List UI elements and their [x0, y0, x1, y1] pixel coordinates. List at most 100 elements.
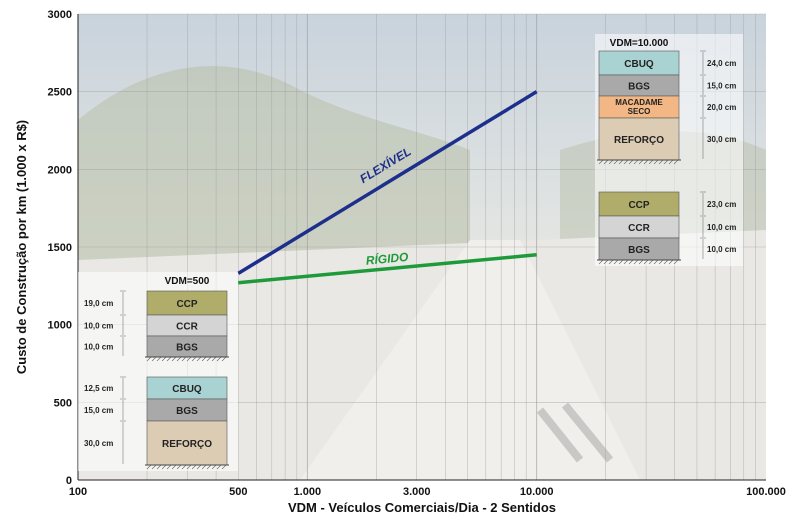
ground-hatch [608, 259, 614, 265]
layer-thickness: 12,5 cm [84, 384, 113, 393]
layer-thickness: 24,0 cm [707, 59, 736, 68]
ground-hatch [216, 356, 222, 362]
layer-label: BGS [176, 343, 198, 354]
ground-hatch [161, 356, 167, 362]
ground-hatch [156, 356, 162, 362]
layer-thickness: 15,0 cm [84, 406, 113, 415]
ground-hatch [176, 356, 182, 362]
x-tick-label: 3.000 [403, 486, 431, 498]
layer-box [146, 420, 228, 466]
y-tick-label: 2000 [48, 164, 72, 176]
ground-hatch [618, 259, 624, 265]
ground-hatch [673, 159, 679, 165]
series-line [238, 253, 537, 285]
layer-thickness: 10,0 cm [84, 322, 113, 331]
ground-hatch [166, 356, 172, 362]
layer-label: REFORÇO [614, 135, 664, 146]
ground-hatch [643, 259, 649, 265]
ground-hatch [643, 159, 649, 165]
ground-hatch [146, 464, 152, 470]
ground-hatch [151, 356, 157, 362]
ground-hatch [598, 159, 604, 165]
layer-label: CBUQ [172, 384, 202, 395]
ground-hatch [668, 259, 674, 265]
series-label: RÍGIDO [365, 249, 410, 268]
layer-thickness: 20,0 cm [707, 103, 736, 112]
ground-hatch [663, 259, 669, 265]
ground-hatch [653, 159, 659, 165]
layer-box [598, 117, 680, 161]
ground-hatch [648, 159, 654, 165]
ground-hatch [156, 464, 162, 470]
ground-hatch [216, 464, 222, 470]
ground-hatch [623, 159, 629, 165]
ground-hatch [668, 159, 674, 165]
y-tick-label: 3000 [48, 9, 72, 21]
section-group: VDM=500 CCP 19,0 cm CCR 10,0 cm BGS 10,0 cm CBU… [78, 272, 238, 471]
layer-label: CCR [176, 322, 198, 333]
layer-label: BGS [628, 245, 650, 256]
layer-label: CCR [628, 223, 650, 234]
ground-hatch [146, 356, 152, 362]
ground-hatch [618, 159, 624, 165]
ground-hatch [151, 464, 157, 470]
axes: 0 500 1000 1500 2000 2500 3000 100 500 1.000 3.000… [48, 9, 786, 498]
layer-box [598, 191, 680, 217]
y-tick-label: 1000 [48, 320, 72, 332]
ground-hatch [628, 259, 634, 265]
ground-hatch [176, 464, 182, 470]
ground-hatch [211, 356, 217, 362]
layer-thickness: 30,0 cm [707, 135, 736, 144]
ground-hatch [638, 159, 644, 165]
y-tick-label: 0 [66, 475, 72, 487]
section-group: VDM=10.000 CBUQ 24,0 cm BGS 15,0 cm MACADAMES… [595, 34, 743, 266]
layer-label: CBUQ [624, 59, 654, 70]
ground-hatch [181, 464, 187, 470]
ground-hatch [181, 356, 187, 362]
x-tick-label: 500 [229, 486, 247, 498]
ground-hatch [628, 159, 634, 165]
ground-hatch [206, 356, 212, 362]
ground-hatch [648, 259, 654, 265]
ground-hatch [638, 259, 644, 265]
ground-hatch [658, 259, 664, 265]
x-tick-label: 1.000 [294, 486, 322, 498]
ground-hatch [191, 464, 197, 470]
ground-hatch [201, 356, 207, 362]
ground-hatch [186, 356, 192, 362]
layer-label: CCP [176, 299, 197, 310]
ground-hatch [613, 159, 619, 165]
layer-thickness: 23,0 cm [707, 200, 736, 209]
ground-hatch [603, 159, 609, 165]
ground-hatch [221, 356, 227, 362]
layer-label: CCP [628, 200, 649, 211]
ground-hatch [166, 464, 172, 470]
ground-hatch [633, 259, 639, 265]
ground-hatch [653, 259, 659, 265]
layer-box [598, 50, 680, 76]
ground-hatch [598, 259, 604, 265]
layer-label: SECO [628, 107, 651, 116]
layer-thickness: 19,0 cm [84, 299, 113, 308]
series-line [237, 90, 538, 275]
ground-hatch [663, 159, 669, 165]
ground-hatch [201, 464, 207, 470]
x-tick-label: 100.000 [746, 486, 786, 498]
y-tick-label: 500 [54, 397, 72, 409]
ground-hatch [191, 356, 197, 362]
x-tick-label: 100 [69, 486, 87, 498]
x-tick-label: 10.000 [520, 486, 554, 498]
layer-thickness: 30,0 cm [84, 439, 113, 448]
ground-hatch [623, 259, 629, 265]
layer-label: BGS [628, 82, 650, 93]
ground-hatch [673, 259, 679, 265]
y-tick-label: 1500 [48, 242, 72, 254]
ground-hatch [211, 464, 217, 470]
layer-label: MACADAME [615, 98, 663, 107]
pavement-sections: VDM=500 CCP 19,0 cm CCR 10,0 cm BGS 10,0 cm CBU… [78, 34, 743, 471]
x-axis-title: VDM - Veículos Comerciais/Dia - 2 Sentid… [288, 500, 556, 515]
ground-hatch [171, 464, 177, 470]
layer-thickness: 10,0 cm [707, 245, 736, 254]
ground-hatch [221, 464, 227, 470]
